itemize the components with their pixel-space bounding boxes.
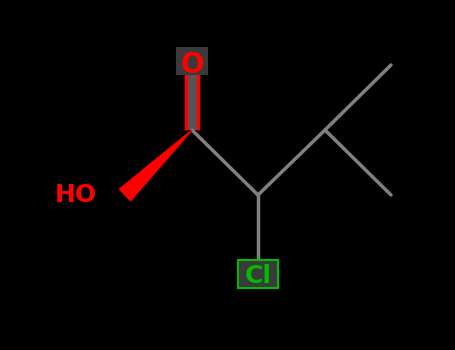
Text: Cl: Cl — [244, 264, 272, 288]
Text: O: O — [180, 51, 204, 79]
FancyBboxPatch shape — [176, 47, 208, 75]
FancyBboxPatch shape — [238, 260, 278, 288]
Text: HO: HO — [55, 183, 97, 207]
Polygon shape — [119, 130, 192, 201]
